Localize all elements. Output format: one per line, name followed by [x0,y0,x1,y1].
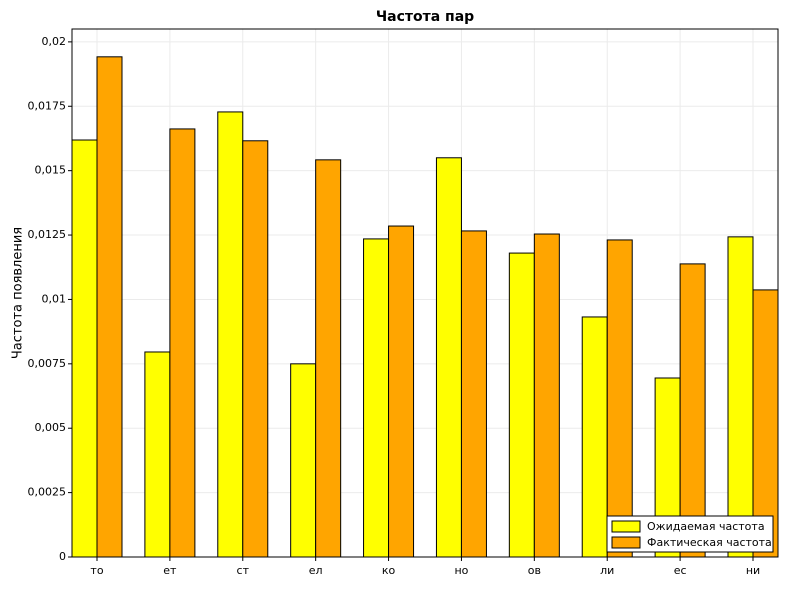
bar [290,363,317,558]
x-tick-label: ст [237,564,250,577]
y-tick-label: 0 [59,550,66,563]
y-axis-title: Частота появления [11,227,26,359]
bar [727,236,754,558]
y-tick-label: 0,0125 [28,228,67,241]
bar [388,225,415,558]
bar [96,56,123,558]
x-tick-label: то [90,564,103,577]
bar [435,157,462,558]
y-tick-label: 0,005 [35,421,67,434]
y-tick-label: 0,0075 [28,357,67,370]
bar [169,128,196,558]
bar [679,263,706,558]
bar [242,140,269,558]
legend-swatch [611,520,641,533]
bar [581,316,608,558]
x-tick-label: ет [163,564,177,577]
bar [508,252,535,558]
x-tick-label: ко [382,564,396,577]
bar [217,111,244,558]
x-tick-label: но [454,564,468,577]
bar [71,139,98,558]
bar [606,239,633,558]
bar [363,238,390,558]
x-tick-label: ов [528,564,541,577]
bar [315,159,342,558]
bar [533,233,560,558]
chart-title: Частота пар [376,9,474,25]
plot-frame [71,28,779,558]
legend-label: Ожидаемая частота [647,520,765,533]
y-tick-label: 0,0025 [28,486,67,499]
y-tick-label: 0,015 [35,164,67,177]
x-tick-label: ес [674,564,687,577]
x-tick-label: ни [746,564,760,577]
legend-label: Фактическая частота [647,536,772,549]
legend-swatch [611,536,641,549]
bar [144,351,171,558]
x-tick-label: ел [309,564,323,577]
bar [460,230,487,558]
x-tick-label: ли [600,564,614,577]
y-tick-label: 0,0175 [28,99,67,112]
y-tick-label: 0,02 [42,35,67,48]
y-tick-label: 0,01 [42,292,67,305]
